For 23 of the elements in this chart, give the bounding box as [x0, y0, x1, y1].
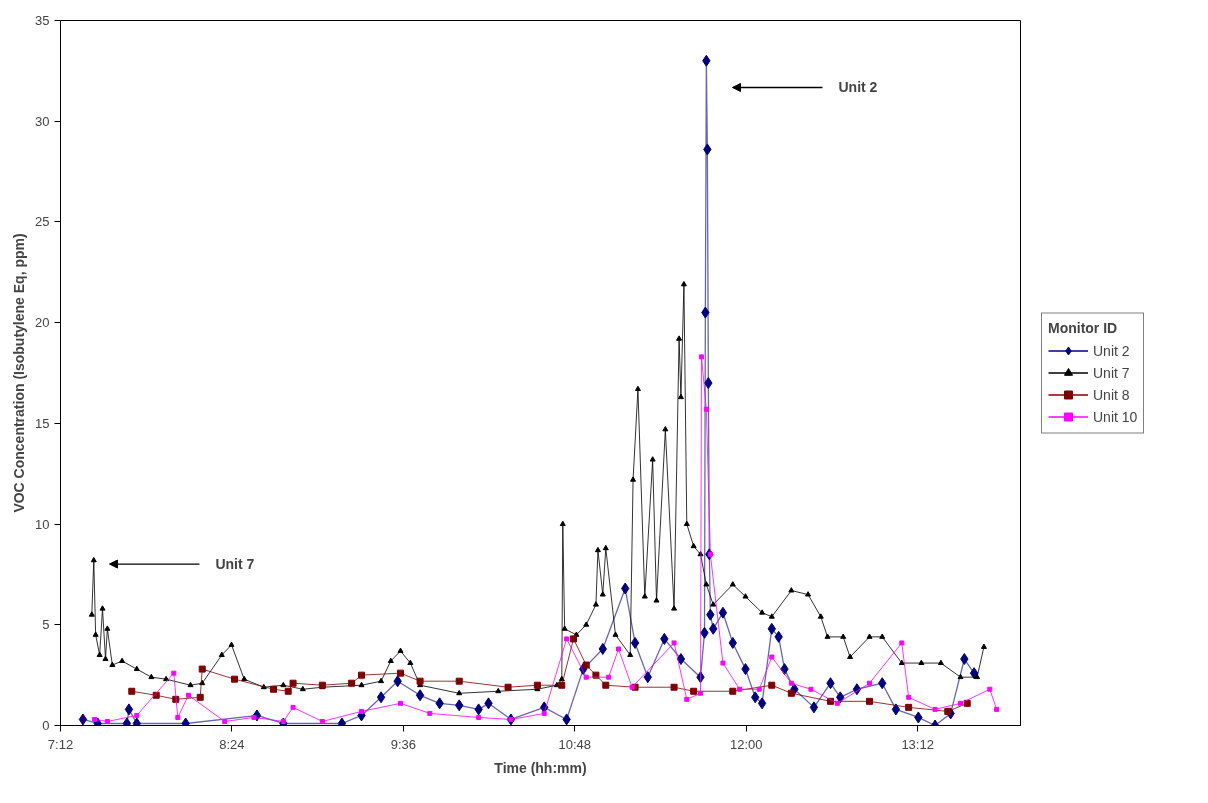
x-tick-label: 7:12 — [47, 736, 74, 752]
legend-label: Unit 8 — [1093, 386, 1130, 402]
legend-title: Monitor ID — [1048, 319, 1119, 335]
x-tick-label: 12:00 — [729, 736, 763, 752]
y-axis-title: VOC Concentration (Isobutylene Eq, ppm) — [11, 233, 28, 513]
x-axis-title: Time (hh:mm) — [494, 759, 587, 776]
legend-label: Unit 2 — [1093, 342, 1130, 358]
annotation: Unit 7 — [215, 556, 255, 573]
y-tick-label: 35 — [35, 13, 50, 28]
y-tick-label: 5 — [42, 617, 50, 633]
legend-label: Unit 10 — [1093, 408, 1138, 424]
y-tick-label: 10 — [35, 516, 50, 532]
x-tick-label: 8:24 — [219, 736, 245, 752]
x-tick-label: 9:36 — [390, 736, 417, 752]
y-tick-label: 25 — [35, 214, 50, 230]
y-tick-label: 0 — [42, 718, 50, 733]
y-tick-label: 20 — [35, 315, 50, 331]
x-tick-label: 13:12 — [901, 736, 934, 752]
x-tick-label: 10:48 — [558, 736, 592, 752]
annotation: Unit 2 — [838, 79, 878, 96]
y-tick-label: 30 — [35, 113, 50, 129]
legend-label: Unit 7 — [1093, 364, 1130, 380]
y-tick-label: 15 — [35, 415, 50, 431]
